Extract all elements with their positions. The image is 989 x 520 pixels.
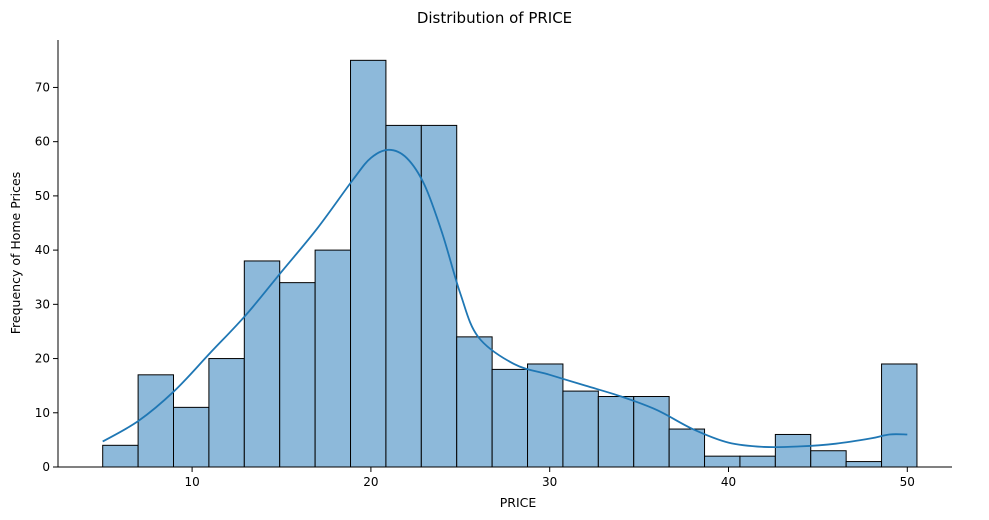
y-axis-ticks: 0 10 20 30 40 50 60 70 bbox=[35, 80, 58, 474]
x-axis-ticks: 10 20 30 40 50 bbox=[184, 467, 915, 489]
x-tick-label: 20 bbox=[363, 475, 378, 489]
histogram-bar bbox=[350, 59, 387, 468]
histogram-bar bbox=[385, 124, 422, 468]
histogram-bar bbox=[420, 124, 458, 468]
y-tick-label: 40 bbox=[35, 243, 50, 257]
y-tick-label: 20 bbox=[35, 352, 50, 366]
y-tick-label: 10 bbox=[35, 406, 50, 420]
chart-title: Distribution of PRICE bbox=[417, 9, 572, 27]
x-tick-label: 10 bbox=[184, 475, 199, 489]
histogram-bar bbox=[208, 358, 245, 468]
histogram-bar bbox=[527, 363, 564, 468]
histogram-bars bbox=[102, 59, 918, 468]
histogram-bar bbox=[279, 282, 316, 468]
histogram-bar bbox=[137, 374, 175, 468]
histogram-bar bbox=[173, 406, 210, 468]
histogram-bar bbox=[704, 455, 741, 468]
histogram-bar bbox=[881, 363, 918, 468]
histogram-bar bbox=[774, 433, 812, 468]
histogram-bar bbox=[491, 368, 529, 468]
y-tick-label: 30 bbox=[35, 297, 50, 311]
histogram-bar bbox=[562, 390, 599, 468]
y-axis-label: Frequency of Home Prices bbox=[8, 172, 23, 334]
histogram-bar bbox=[845, 461, 883, 468]
x-tick-label: 50 bbox=[900, 475, 915, 489]
histogram-bar bbox=[739, 455, 776, 468]
x-tick-label: 30 bbox=[542, 475, 557, 489]
histogram-bar bbox=[243, 260, 281, 468]
x-axis-label: PRICE bbox=[500, 495, 537, 510]
histogram-bar bbox=[314, 249, 352, 468]
y-tick-label: 70 bbox=[35, 80, 50, 94]
y-tick-label: 60 bbox=[35, 135, 50, 149]
x-tick-label: 40 bbox=[721, 475, 736, 489]
histogram-bar bbox=[668, 428, 706, 468]
histogram-bar bbox=[810, 450, 847, 468]
histogram-bar bbox=[456, 336, 493, 468]
y-tick-label: 50 bbox=[35, 189, 50, 203]
y-tick-label: 0 bbox=[42, 460, 50, 474]
histogram-bar bbox=[102, 444, 139, 468]
histogram-bar bbox=[597, 396, 635, 468]
kde-curve bbox=[102, 148, 908, 449]
